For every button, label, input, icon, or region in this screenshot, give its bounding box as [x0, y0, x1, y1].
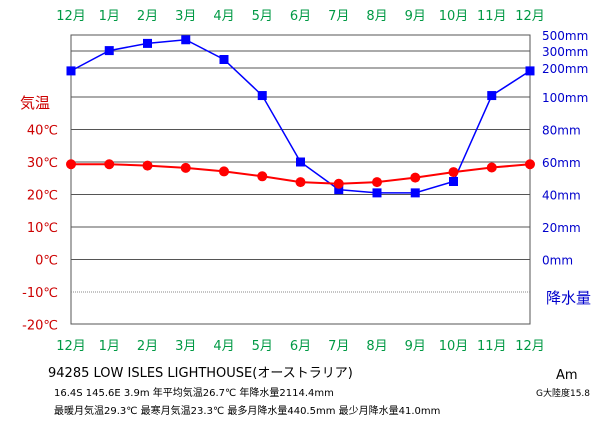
bottom-month-label: 2月	[137, 339, 158, 354]
top-month-label: 12月	[56, 9, 86, 24]
precipitation-point	[104, 46, 114, 56]
temperature-point	[180, 162, 191, 173]
bottom-month-label: 1月	[99, 339, 120, 354]
precipitation-axis-ticks: 500mm 300mm 200mm 100mm 80mm 60mm 40mm 20mm 0mm	[542, 29, 588, 268]
precipitation-point	[143, 38, 152, 48]
temperature-tick-label: 10℃	[27, 221, 58, 236]
precipitation-point	[296, 157, 305, 167]
temperature-point	[219, 166, 229, 177]
precipitation-point	[219, 55, 229, 64]
temperature-point	[486, 162, 497, 173]
temperature-axis-title: 気温	[20, 94, 50, 112]
bottom-month-label: 11月	[477, 339, 507, 354]
precipitation-point	[181, 35, 191, 45]
bottom-month-labels: 12月 1月 2月 3月 4月 5月 6月 7月 8月 9月 10月 11月 12月	[56, 339, 545, 354]
bottom-month-label: 12月	[515, 339, 545, 354]
temperature-axis-ticks: 40℃ 30℃ 20℃ 10℃ 0℃ -10℃ -20℃	[22, 124, 58, 334]
precipitation-point	[449, 177, 458, 186]
top-month-label: 9月	[405, 9, 426, 24]
top-month-label: 7月	[328, 9, 349, 24]
temperature-point	[142, 160, 153, 171]
bottom-month-label: 6月	[290, 339, 311, 354]
temperature-tick-label: -20℃	[22, 319, 58, 334]
precipitation-point	[487, 91, 497, 101]
top-month-label: 3月	[175, 9, 196, 24]
climate-class: Am	[556, 368, 578, 383]
temperature-point	[257, 171, 268, 182]
temperature-point	[525, 159, 535, 170]
precipitation-tick-label: 300mm	[542, 45, 588, 59]
station-stats-line2: 最暖月気温29.3℃ 最寒月気温23.3℃ 最多月降水量440.5mm 最少月降…	[54, 406, 441, 417]
precipitation-tick-label: 0mm	[542, 254, 573, 268]
bottom-month-label: 4月	[213, 339, 234, 354]
temperature-point	[104, 159, 115, 170]
temperature-point	[66, 159, 76, 170]
precipitation-point	[525, 66, 535, 76]
bottom-month-label: 7月	[328, 339, 349, 354]
top-month-label: 11月	[477, 9, 507, 24]
top-month-labels: 12月 1月 2月 3月 4月 5月 6月 7月 8月 9月 10月 11月 12月	[56, 9, 545, 24]
precipitation-point	[372, 188, 382, 198]
temperature-tick-label: 40℃	[27, 124, 58, 139]
precipitation-axis-title: 降水量	[546, 289, 591, 307]
temperature-point	[372, 177, 382, 188]
top-month-label: 1月	[99, 9, 120, 24]
temperature-point	[295, 177, 306, 188]
temperature-tick-label: 0℃	[35, 254, 58, 269]
precipitation-tick-label: 100mm	[542, 91, 588, 105]
station-name: 94285 LOW ISLES LIGHTHOUSE(オーストラリア)	[48, 366, 353, 381]
top-month-label: 8月	[366, 9, 387, 24]
temperature-point	[410, 172, 421, 183]
temperature-point	[448, 167, 459, 178]
precipitation-tick-label: 60mm	[542, 156, 581, 170]
bottom-month-label: 12月	[56, 339, 86, 354]
top-month-label: 6月	[290, 9, 311, 24]
precipitation-point	[257, 91, 267, 101]
temperature-tick-label: 30℃	[27, 156, 58, 171]
precipitation-point	[334, 185, 344, 195]
bottom-month-label: 3月	[175, 339, 196, 354]
temperature-tick-label: 20℃	[27, 189, 58, 204]
precipitation-point	[66, 66, 76, 76]
precipitation-tick-label: 80mm	[542, 124, 581, 138]
temperature-point	[333, 178, 344, 189]
bottom-month-label: 8月	[366, 339, 387, 354]
top-month-label: 2月	[137, 9, 158, 24]
top-month-label: 4月	[213, 9, 234, 24]
top-month-label: 5月	[252, 9, 273, 24]
precipitation-tick-label: 500mm	[542, 29, 588, 43]
precipitation-tick-label: 200mm	[542, 62, 588, 76]
top-month-label: 12月	[515, 9, 545, 24]
temperature-tick-label: -10℃	[22, 286, 58, 301]
bottom-month-label: 10月	[439, 339, 469, 354]
plot-frame	[70, 34, 531, 325]
precipitation-point	[410, 188, 420, 198]
top-month-label: 10月	[439, 9, 469, 24]
precipitation-tick-label: 40mm	[542, 189, 581, 203]
bottom-month-label: 5月	[252, 339, 273, 354]
station-stats-line1: 16.4S 145.6E 3.9m 年平均気温26.7℃ 年降水量2114.4m…	[54, 388, 334, 399]
series-layer	[66, 35, 535, 198]
precipitation-line	[70, 38, 531, 194]
continentality-index: G大陸度15.8	[536, 389, 591, 399]
bottom-month-label: 9月	[405, 339, 426, 354]
precipitation-tick-label: 20mm	[542, 221, 581, 235]
